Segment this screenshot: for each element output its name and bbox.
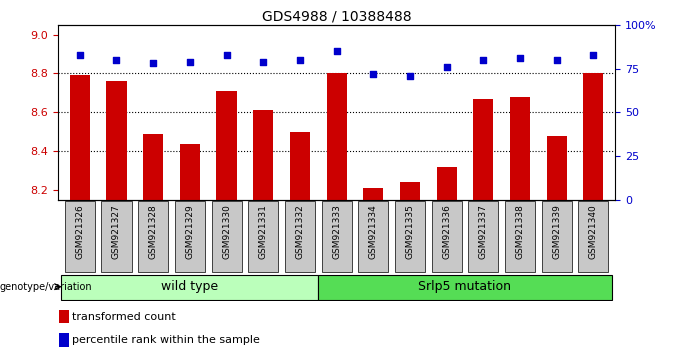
Point (515, 55, 526, 61)
FancyBboxPatch shape (469, 201, 498, 272)
Text: GSM921330: GSM921330 (222, 204, 231, 259)
FancyBboxPatch shape (579, 201, 609, 272)
Bar (59, 310, 69, 324)
Bar (547, 136, 567, 200)
Text: GSM921334: GSM921334 (369, 204, 378, 259)
Bar (143, 134, 163, 200)
Text: GSM921329: GSM921329 (186, 204, 194, 259)
Text: GSM921335: GSM921335 (405, 204, 415, 259)
Text: GSM921333: GSM921333 (332, 204, 341, 259)
FancyBboxPatch shape (65, 201, 95, 272)
FancyBboxPatch shape (358, 201, 388, 272)
FancyBboxPatch shape (542, 201, 572, 272)
Point (441, 64, 452, 70)
Bar (253, 110, 273, 200)
FancyBboxPatch shape (505, 201, 535, 272)
Text: GSM921339: GSM921339 (552, 204, 561, 259)
Bar (437, 167, 457, 200)
Text: GSM921340: GSM921340 (589, 204, 598, 259)
Bar (70, 75, 90, 200)
FancyBboxPatch shape (61, 275, 318, 300)
Text: GSM921336: GSM921336 (442, 204, 451, 259)
Text: GSM921337: GSM921337 (479, 204, 488, 259)
Text: Srlp5 mutation: Srlp5 mutation (418, 280, 511, 293)
Bar (510, 97, 530, 200)
Text: genotype/variation: genotype/variation (0, 282, 92, 292)
Text: GSM921331: GSM921331 (258, 204, 268, 259)
Point (331, 48, 342, 54)
Point (551, 57, 562, 63)
FancyBboxPatch shape (285, 201, 315, 272)
Text: transformed count: transformed count (71, 312, 175, 321)
Text: wild type: wild type (161, 280, 218, 293)
Point (258, 59, 269, 64)
Text: GSM921328: GSM921328 (149, 204, 158, 259)
Bar (106, 81, 126, 200)
FancyBboxPatch shape (138, 201, 168, 272)
Text: percentile rank within the sample: percentile rank within the sample (71, 335, 260, 346)
Bar (400, 183, 420, 200)
Point (74, 52, 85, 57)
FancyBboxPatch shape (175, 201, 205, 272)
Bar (473, 99, 494, 200)
FancyBboxPatch shape (318, 275, 612, 300)
Point (368, 71, 379, 77)
FancyBboxPatch shape (248, 201, 278, 272)
Text: GSM921327: GSM921327 (112, 204, 121, 259)
Point (294, 57, 305, 63)
Point (221, 52, 232, 57)
FancyBboxPatch shape (432, 201, 462, 272)
FancyBboxPatch shape (322, 201, 352, 272)
Point (111, 57, 122, 63)
Point (405, 73, 415, 79)
FancyBboxPatch shape (395, 201, 425, 272)
Text: GSM921338: GSM921338 (515, 204, 524, 259)
Bar (290, 132, 310, 200)
Bar (216, 91, 237, 200)
Point (588, 52, 599, 57)
Point (184, 59, 195, 64)
Bar (363, 188, 384, 200)
Point (148, 61, 158, 66)
Bar (326, 74, 347, 200)
Title: GDS4988 / 10388488: GDS4988 / 10388488 (262, 10, 411, 24)
Bar (583, 74, 603, 200)
FancyBboxPatch shape (101, 201, 131, 272)
Text: GSM921332: GSM921332 (295, 204, 305, 259)
Text: GSM921326: GSM921326 (75, 204, 84, 259)
Point (478, 57, 489, 63)
Bar (59, 333, 69, 347)
FancyBboxPatch shape (211, 201, 241, 272)
Bar (180, 144, 200, 200)
